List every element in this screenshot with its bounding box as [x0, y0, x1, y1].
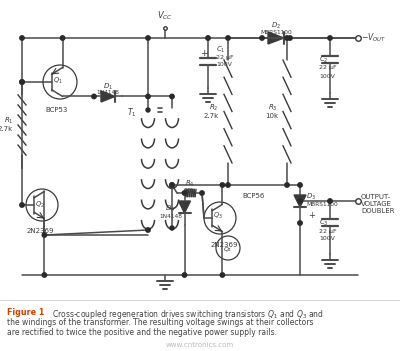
Text: are rectified to twice the positive and the negative power supply rails.: are rectified to twice the positive and …: [7, 328, 277, 337]
Text: VOLTAGE: VOLTAGE: [361, 201, 392, 207]
Circle shape: [182, 191, 187, 195]
Circle shape: [298, 183, 302, 187]
Text: 1N4148: 1N4148: [159, 213, 182, 219]
Text: MBRS1100: MBRS1100: [306, 203, 338, 207]
Circle shape: [170, 226, 174, 230]
Text: 10k: 10k: [184, 187, 195, 192]
Text: $R_2$: $R_2$: [210, 102, 219, 113]
Text: $D_2$: $D_2$: [271, 21, 281, 31]
Text: $Q_1$: $Q_1$: [53, 76, 63, 86]
Polygon shape: [178, 201, 190, 213]
Text: $D_3$: $D_3$: [306, 192, 316, 202]
Text: 100V: 100V: [319, 237, 335, 241]
Text: $C_3$: $C_3$: [319, 218, 329, 228]
Text: $D_4$: $D_4$: [165, 204, 176, 214]
Circle shape: [220, 183, 225, 187]
Text: +: +: [200, 49, 208, 59]
Circle shape: [182, 273, 187, 277]
Text: $C_2$: $C_2$: [319, 55, 328, 65]
Text: $R_1$: $R_1$: [4, 116, 13, 126]
Text: BCP53: BCP53: [46, 107, 68, 113]
Circle shape: [20, 203, 24, 207]
Polygon shape: [268, 32, 284, 44]
Text: www.cntronics.com: www.cntronics.com: [166, 342, 234, 348]
Circle shape: [206, 36, 210, 40]
Circle shape: [146, 36, 150, 40]
Text: OUTPUT-: OUTPUT-: [361, 194, 391, 200]
Circle shape: [92, 94, 96, 99]
Circle shape: [20, 80, 24, 84]
Polygon shape: [294, 195, 306, 207]
Text: $Q_4$: $Q_4$: [223, 246, 233, 254]
Text: $R_3$: $R_3$: [268, 102, 278, 113]
Circle shape: [20, 36, 24, 40]
Circle shape: [146, 108, 150, 112]
Text: $-V_{OUT}$: $-V_{OUT}$: [361, 32, 386, 44]
Circle shape: [285, 183, 289, 187]
Circle shape: [220, 273, 225, 277]
Text: 22 µF: 22 µF: [319, 66, 337, 71]
Text: $T_1$: $T_1$: [127, 107, 137, 119]
Circle shape: [170, 94, 174, 99]
Text: $D_1$: $D_1$: [103, 81, 113, 92]
Text: 22 µF: 22 µF: [319, 229, 337, 233]
Circle shape: [328, 199, 332, 203]
Text: 2N2369: 2N2369: [26, 228, 54, 234]
Text: BCP56: BCP56: [242, 193, 264, 199]
Text: +: +: [308, 212, 316, 220]
Text: $Q_2$: $Q_2$: [35, 200, 45, 210]
Circle shape: [226, 183, 230, 187]
Circle shape: [200, 191, 204, 195]
Text: 2.7k: 2.7k: [204, 113, 219, 119]
Circle shape: [288, 36, 292, 40]
Text: MBRS1100: MBRS1100: [260, 29, 292, 34]
Circle shape: [298, 221, 302, 225]
Circle shape: [42, 233, 46, 237]
Text: $C_1$: $C_1$: [216, 45, 226, 55]
Text: Cross-coupled regeneration drives switching transistors $Q_1$ and $Q_3$ and: Cross-coupled regeneration drives switch…: [52, 308, 324, 321]
Circle shape: [60, 36, 65, 40]
Text: 22 µF: 22 µF: [216, 54, 234, 60]
Polygon shape: [101, 91, 115, 102]
Text: $Q_3$: $Q_3$: [213, 211, 223, 221]
Text: $V_{CC}$: $V_{CC}$: [157, 9, 173, 22]
Circle shape: [285, 36, 289, 40]
Text: the windings of the transformer. The resulting voltage swings at their collector: the windings of the transformer. The res…: [7, 318, 314, 327]
Circle shape: [42, 273, 46, 277]
Text: 100V: 100V: [216, 61, 232, 66]
Text: 10k: 10k: [265, 113, 278, 119]
Circle shape: [260, 36, 264, 40]
Circle shape: [170, 183, 174, 187]
Circle shape: [226, 36, 230, 40]
Text: $R_4$: $R_4$: [185, 179, 194, 189]
Circle shape: [170, 183, 174, 187]
Text: 2.7k: 2.7k: [0, 126, 13, 132]
Text: 100V: 100V: [319, 73, 335, 79]
Text: DOUBLER: DOUBLER: [361, 208, 394, 214]
Text: 1N4148: 1N4148: [96, 90, 120, 95]
Circle shape: [146, 228, 150, 232]
Circle shape: [328, 36, 332, 40]
Text: Figure 1: Figure 1: [7, 308, 44, 317]
Circle shape: [298, 199, 302, 203]
Text: 2N2369: 2N2369: [210, 242, 238, 248]
Circle shape: [20, 80, 24, 84]
Circle shape: [146, 94, 150, 99]
